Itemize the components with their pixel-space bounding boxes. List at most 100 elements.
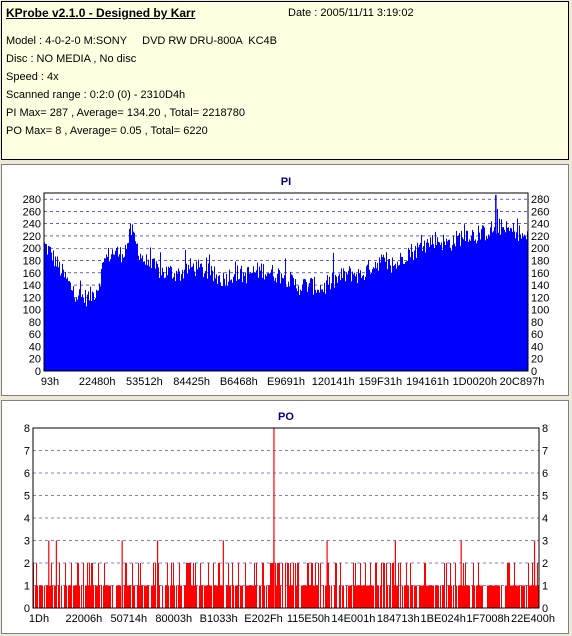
pi-bar (361, 277, 362, 371)
po-summary-line: PO Max= 8 , Average= 0.05 , Total= 6220 (6, 125, 208, 137)
po-bar (308, 563, 309, 608)
pi-bar (324, 282, 325, 371)
pi-bar (500, 234, 501, 371)
pi-bar (385, 261, 386, 371)
po-bar (194, 585, 195, 608)
po-bar (523, 585, 524, 608)
pi-bar (358, 269, 359, 371)
po-bar (238, 563, 239, 608)
po-bar (87, 563, 88, 608)
po-bar (78, 563, 79, 608)
pi-bar (196, 261, 197, 371)
po-chart-panel: PO 0 0 1 1 2 2 3 3 4 4 5 5 6 6 7 7 8 8 1Dh 22006h 50714h 80003… (1, 400, 569, 634)
pi-bar (521, 238, 522, 371)
po-bar (76, 585, 77, 608)
po-bar (196, 585, 197, 608)
pi-bar (56, 266, 57, 371)
pi-bar (292, 275, 293, 371)
y-tick-label-right: 120 (531, 292, 549, 304)
po-bar (370, 563, 371, 608)
po-bar (301, 585, 302, 608)
pi-bar (402, 256, 403, 371)
po-bar (236, 585, 237, 608)
po-bar (90, 585, 91, 608)
pi-bar (469, 239, 470, 371)
po-bar (426, 585, 427, 608)
pi-bar (255, 272, 256, 371)
po-bar (464, 585, 465, 608)
pi-bar (430, 237, 431, 371)
pi-bar (105, 258, 106, 371)
po-bar (51, 563, 52, 608)
pi-bar (139, 260, 140, 371)
pi-max-spike (495, 194, 497, 371)
plot-frame (32, 427, 540, 609)
po-bar (50, 585, 51, 608)
pi-bar (55, 256, 56, 371)
po-bar (428, 585, 429, 608)
pi-bar (263, 264, 264, 371)
po-bar (381, 563, 382, 608)
po-bar (340, 563, 341, 608)
pi-bar (51, 252, 52, 371)
pi-bar (376, 268, 377, 371)
pi-bar (325, 293, 326, 371)
pi-bar (120, 247, 121, 371)
po-bar (499, 585, 500, 608)
po-bar (97, 585, 98, 608)
po-bar (220, 585, 221, 608)
pi-bar (127, 243, 128, 371)
po-bar (204, 585, 205, 608)
po-bar (530, 585, 531, 608)
x-tick-label: 22E400h (511, 613, 555, 625)
po-bar (41, 585, 42, 608)
po-bar (349, 585, 350, 608)
pi-bar (209, 254, 210, 371)
pi-bar (227, 285, 228, 371)
po-bar (207, 585, 208, 608)
pi-bar (303, 279, 304, 371)
pi-bar (472, 229, 473, 371)
pi-bar (345, 281, 346, 371)
po-bar (285, 563, 286, 608)
pi-bar (271, 269, 272, 371)
pi-bar (275, 277, 276, 371)
pi-bar (513, 222, 514, 371)
po-bar (378, 585, 379, 608)
pi-bar (524, 234, 525, 371)
pi-bar (188, 264, 189, 371)
po-bar (71, 563, 72, 608)
po-bar (508, 563, 509, 608)
pi-bar (373, 267, 374, 371)
y-tick-label-right: 7 (542, 446, 548, 458)
pi-bar (297, 291, 298, 371)
y-tick-label-left: 180 (23, 256, 41, 268)
pi-bar (157, 263, 158, 371)
x-tick-label: 22480h (79, 376, 116, 388)
po-bar (251, 585, 252, 608)
po-bar (133, 585, 134, 608)
pi-bar (49, 246, 50, 371)
pi-bar (369, 269, 370, 371)
po-bar (397, 585, 398, 608)
po-bar (376, 563, 377, 608)
pi-bar (169, 267, 170, 371)
po-bar (362, 585, 363, 608)
po-bar (105, 585, 106, 608)
pi-bar (203, 277, 204, 371)
po-bar (213, 563, 214, 608)
x-tick-label: 1F7008h (466, 613, 509, 625)
pi-bar (327, 275, 328, 371)
po-bar (109, 585, 110, 608)
po-bar (250, 585, 251, 608)
po-bar (442, 585, 443, 608)
po-bar (443, 585, 444, 608)
pi-bar (480, 239, 481, 371)
po-bar (254, 563, 255, 608)
po-bar (74, 585, 75, 608)
po-bar (77, 563, 78, 608)
y-tick-label-left: 5 (24, 491, 30, 503)
pi-bar (68, 281, 69, 371)
pi-bar (226, 273, 227, 371)
x-tick-label: 1BE024h (421, 613, 466, 625)
